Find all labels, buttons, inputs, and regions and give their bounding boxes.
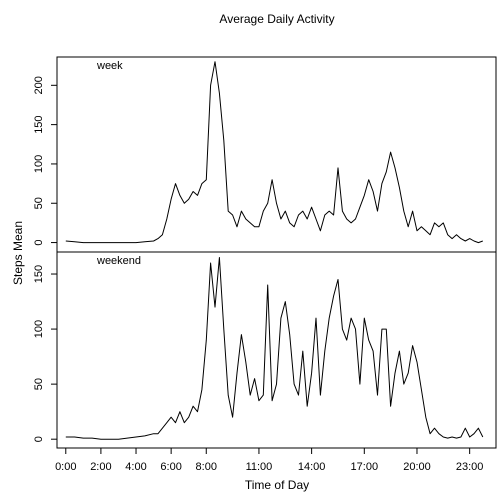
series-line <box>65 257 484 440</box>
y-tick-label: 50 <box>33 197 45 209</box>
panel-week: week 0 50 100 150 200 <box>33 56 497 253</box>
x-tick-label: 2:00 <box>90 461 111 473</box>
panel-frame <box>56 56 497 253</box>
x-axis-label: Time of Day <box>245 478 309 492</box>
y-tick-label: 0 <box>33 436 45 442</box>
panel-label: week <box>96 60 123 72</box>
chart-panels: week 0 50 100 150 200 weekend 0 50 100 150 <box>33 56 497 449</box>
x-tick-label: 14:00 <box>298 461 326 473</box>
x-tick-label: 0:00 <box>55 461 76 473</box>
x-tick-label: 23:00 <box>456 461 484 473</box>
panel-label: weekend <box>96 255 141 267</box>
x-tick-label: 17:00 <box>351 461 379 473</box>
series-line <box>65 61 483 244</box>
y-tick-label: 100 <box>33 155 45 173</box>
y-tick-label: 50 <box>33 378 45 390</box>
x-tick-label: 6:00 <box>160 461 181 473</box>
x-tick-label: 11:00 <box>246 461 273 473</box>
panel-weekend: weekend 0 50 100 150 <box>33 251 497 449</box>
panel-frame <box>56 251 497 449</box>
y-axis-label: Steps Mean <box>11 221 25 285</box>
chart-title: Average Daily Activity <box>219 12 334 26</box>
y-tick-label: 150 <box>33 115 45 133</box>
y-tick-label: 100 <box>33 320 45 338</box>
x-tick-label: 20:00 <box>403 461 431 473</box>
x-axis: 0:00 2:00 4:00 6:00 8:00 11:00 14:00 17:00 20:00… <box>55 448 483 473</box>
x-tick-label: 8:00 <box>196 461 217 473</box>
y-tick-label: 150 <box>33 265 45 283</box>
y-tick-label: 200 <box>33 76 45 94</box>
x-tick-label: 4:00 <box>125 461 146 473</box>
y-tick-label: 0 <box>33 240 45 246</box>
